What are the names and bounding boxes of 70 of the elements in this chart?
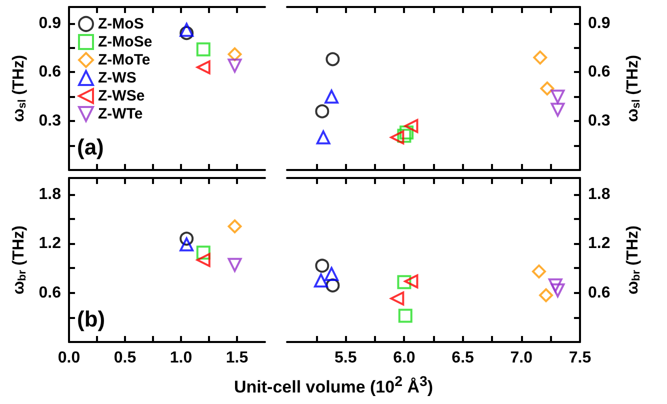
point xyxy=(314,274,328,288)
x-tick-label: 1.0 xyxy=(170,350,192,366)
point xyxy=(228,258,242,272)
y2-tick-label: 0.3 xyxy=(588,112,610,130)
legend-label: Z-WS xyxy=(98,70,136,86)
legend-label: Z-MoTe xyxy=(98,52,150,68)
point xyxy=(533,50,548,65)
y-tick-label: 0.6 xyxy=(38,284,62,302)
x-axis-title: Unit-cell volume (10$^{2}$ Å$^{3}$) xyxy=(232,374,434,398)
y-tick-label: 0.3 xyxy=(38,112,62,130)
point xyxy=(228,219,242,234)
y-tick-label: 1.2 xyxy=(38,235,62,252)
point xyxy=(398,308,412,323)
y-tick-label: 1.8 xyxy=(38,186,62,203)
y2-tick-label: 1.8 xyxy=(588,186,610,203)
point xyxy=(180,26,194,40)
point xyxy=(326,52,340,66)
x-tick-label: 7.5 xyxy=(568,350,592,366)
x-tick-label: 0.0 xyxy=(58,350,80,366)
point xyxy=(550,90,565,104)
point xyxy=(180,237,194,252)
y2-tick-label: 0.6 xyxy=(588,64,610,81)
point xyxy=(316,130,330,144)
annotation: (a) xyxy=(77,134,104,160)
point xyxy=(196,42,210,56)
point xyxy=(315,258,330,273)
point xyxy=(196,246,210,260)
legend-label: Z-WTe xyxy=(98,106,143,122)
point xyxy=(180,22,194,37)
point xyxy=(324,266,339,281)
point xyxy=(196,60,210,74)
point xyxy=(390,130,404,144)
point xyxy=(532,264,546,278)
point xyxy=(539,288,554,302)
point xyxy=(540,82,554,96)
y2-tick-label: 0.9 xyxy=(588,14,610,32)
point xyxy=(397,128,412,143)
point xyxy=(180,232,194,246)
x-tick-label: 7.0 xyxy=(510,350,533,366)
y-axis-title: ωbr (THz) xyxy=(10,226,28,294)
point xyxy=(550,283,565,298)
point xyxy=(400,126,414,140)
y2-axis-title: ωsl (THz) xyxy=(624,54,642,122)
x-tick-label: 0.5 xyxy=(114,350,136,366)
y2-tick-label: 0.6 xyxy=(588,284,610,302)
y-axis-title: ωsl (THz) xyxy=(10,54,28,122)
y2-tick-label: 1.2 xyxy=(588,235,610,252)
x-tick-label: 5.5 xyxy=(334,350,357,366)
point xyxy=(228,47,242,62)
point xyxy=(404,118,418,133)
point xyxy=(324,90,339,104)
y2-axis-title: ωbr (THz) xyxy=(624,226,642,294)
legend-label: Z-MoSe xyxy=(98,34,152,50)
point xyxy=(326,278,340,292)
point xyxy=(196,253,210,267)
point xyxy=(550,102,565,117)
y-tick-label: 0.6 xyxy=(38,64,62,81)
annotation: (b) xyxy=(77,306,106,332)
point xyxy=(228,58,242,73)
legend-label: Z-WSe xyxy=(98,88,145,104)
point xyxy=(548,278,562,292)
point xyxy=(404,274,418,288)
x-tick-label: 6.5 xyxy=(452,350,474,366)
point xyxy=(315,104,330,118)
point xyxy=(390,292,404,306)
point xyxy=(397,275,412,290)
legend-label: Z-MoS xyxy=(98,16,144,32)
x-tick-label: 6.0 xyxy=(393,350,416,366)
x-tick-label: 1.5 xyxy=(226,350,248,366)
y-tick-label: 0.9 xyxy=(38,14,62,32)
